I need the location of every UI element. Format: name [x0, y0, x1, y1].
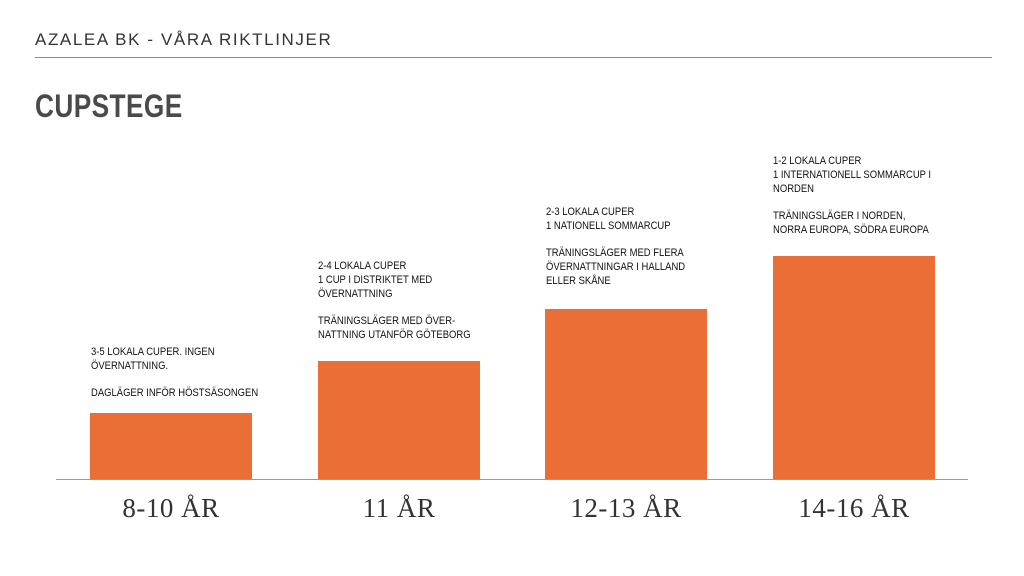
step-description-3: 2-3 LOKALA CUPER 1 NATIONELL SOMMARCUP T… [546, 205, 718, 288]
header-title: AZALEA BK - VÅRA RIKTLINJER [35, 30, 333, 49]
header-divider [35, 57, 992, 58]
step-cups-text: 2-4 LOKALA CUPER 1 CUP I DISTRIKTET MED … [318, 260, 433, 300]
step-camp-text: TRÄNINGSLÄGER MED ÖVER- NATTNING UTANFÖR… [318, 315, 471, 341]
step-cups-text: 1-2 LOKALA CUPER 1 INTERNATIONELL SOMMAR… [773, 155, 932, 195]
step-bar-1 [90, 413, 252, 479]
step-age-label-1: 8-10 ÅR [122, 493, 220, 523]
step-description-1: 3-5 LOKALA CUPER. INGEN ÖVERNATTNING. DA… [91, 345, 263, 400]
step-camp-text: DAGLÄGER INFÖR HÖSTSÄSONGEN [91, 387, 259, 399]
step-age-label-3: 12-13 ÅR [570, 493, 682, 523]
step-cups-text: 2-3 LOKALA CUPER 1 NATIONELL SOMMARCUP [546, 206, 671, 232]
step-camp-text: TRÄNINGSLÄGER I NORDEN, NORRA EUROPA, SÖ… [773, 210, 929, 236]
step-description-2: 2-4 LOKALA CUPER 1 CUP I DISTRIKTET MED … [318, 259, 490, 342]
page-title: CUPSTEGE [35, 88, 183, 124]
step-age-label-4: 14-16 ÅR [798, 493, 910, 523]
step-camp-text: TRÄNINGSLÄGER MED FLERA ÖVERNATTNINGAR I… [546, 247, 686, 287]
step-bar-4 [773, 256, 935, 479]
step-cups-text: 3-5 LOKALA CUPER. INGEN ÖVERNATTNING. [91, 346, 215, 372]
step-age-label-2: 11 ÅR [362, 493, 436, 523]
step-bar-2 [318, 361, 480, 479]
step-description-4: 1-2 LOKALA CUPER 1 INTERNATIONELL SOMMAR… [773, 154, 945, 237]
step-bar-3 [545, 309, 707, 479]
baseline-axis [56, 479, 968, 480]
